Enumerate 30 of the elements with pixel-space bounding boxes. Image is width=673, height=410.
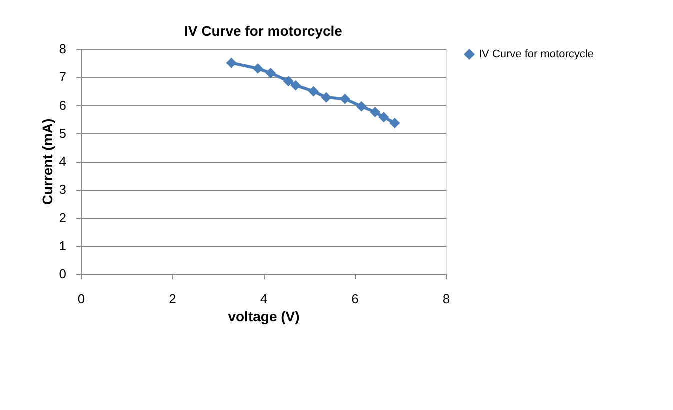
point: [321, 92, 332, 103]
x-tick-label: 6: [352, 292, 359, 306]
chart-title: IV Curve for motorcycle: [184, 23, 343, 39]
point: [252, 63, 264, 74]
point: [226, 58, 237, 68]
point: [370, 107, 381, 118]
y-tick-label: 2: [59, 210, 66, 226]
y-tick-label: 8: [59, 42, 66, 56]
point: [378, 112, 390, 123]
x-tick-label: 4: [260, 292, 268, 306]
y-tick-label: 3: [59, 182, 66, 198]
point: [283, 76, 294, 87]
y-tick-label: 6: [59, 98, 66, 113]
point: [340, 94, 350, 104]
legend-label: IV Curve for motorcycle: [479, 48, 594, 60]
x-tick-label: 2: [169, 292, 176, 306]
y-tick-label: 5: [59, 126, 66, 141]
point: [290, 80, 302, 91]
point: [308, 86, 319, 97]
y-axis-title: Current (mA): [39, 118, 56, 206]
x-tick-label: 8: [442, 292, 450, 306]
point: [266, 68, 276, 78]
y-tick-label: 0: [59, 266, 66, 282]
x-axis-title: voltage (V): [228, 308, 300, 324]
y-tick-label: 1: [59, 238, 66, 254]
x-tick-label: 0: [78, 292, 86, 306]
y-tick-label: 4: [59, 154, 66, 169]
point: [390, 118, 400, 128]
point: [356, 101, 367, 112]
y-tick-label: 7: [59, 70, 66, 85]
